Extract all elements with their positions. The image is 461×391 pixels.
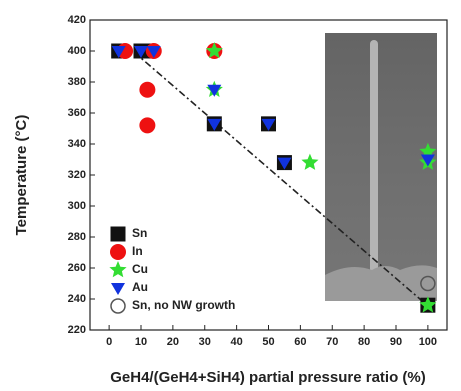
legend-text: Sn	[132, 226, 147, 240]
circle-point	[139, 81, 156, 98]
y-tick-label: 340	[68, 138, 86, 150]
x-tick-label: 10	[135, 336, 147, 348]
x-tick-label: 60	[294, 336, 306, 348]
star-point	[419, 296, 437, 313]
x-tick-label: 50	[262, 336, 274, 348]
open-circle-point	[420, 275, 436, 292]
x-tick-label: 70	[326, 336, 338, 348]
x-tick-label: 40	[231, 336, 243, 348]
triangle-point	[146, 46, 161, 58]
y-tick-label: 420	[68, 14, 86, 26]
star-point	[205, 42, 223, 59]
x-tick-label: 100	[419, 336, 437, 348]
y-tick-label: 400	[68, 45, 86, 57]
y-tick-label: 380	[68, 76, 86, 88]
y-tick-label: 260	[68, 262, 86, 274]
y-tick-label: 300	[68, 200, 86, 212]
y-tick-label: 360	[68, 107, 86, 119]
x-axis-label: GeH4/(GeH4+SiH4) partial pressure ratio …	[110, 369, 426, 386]
x-tick-label: 30	[199, 336, 211, 348]
x-tick-label: 80	[358, 336, 370, 348]
triangle-point	[261, 118, 276, 131]
star-point	[301, 153, 319, 170]
legend-marker	[111, 283, 125, 295]
y-tick-label: 240	[68, 293, 86, 305]
x-tick-label: 20	[167, 336, 179, 348]
triangle-point	[134, 46, 148, 58]
y-tick-label: 280	[68, 231, 86, 243]
legend-text: Sn, no NW growth	[132, 298, 235, 312]
triangle-point	[277, 157, 292, 170]
x-tick-label: 90	[390, 336, 402, 348]
triangle-point	[111, 46, 126, 58]
legend-text: Cu	[132, 262, 148, 276]
x-tick-label: 0	[106, 336, 112, 348]
triangle-point	[207, 84, 222, 97]
circle-point	[139, 117, 156, 134]
y-axis-label: Temperature (°C)	[13, 115, 30, 236]
legend-text: In	[132, 244, 143, 258]
sem-inset	[325, 33, 437, 301]
legend-text: Au	[132, 280, 148, 294]
legend-marker	[109, 261, 127, 278]
trend-line	[133, 51, 429, 307]
legend-marker	[110, 226, 126, 242]
y-tick-label: 320	[68, 169, 86, 181]
legend-marker	[110, 298, 126, 314]
triangle-point	[420, 154, 435, 167]
triangle-point	[207, 118, 222, 131]
y-tick-label: 220	[68, 324, 86, 336]
legend-marker	[110, 244, 126, 260]
